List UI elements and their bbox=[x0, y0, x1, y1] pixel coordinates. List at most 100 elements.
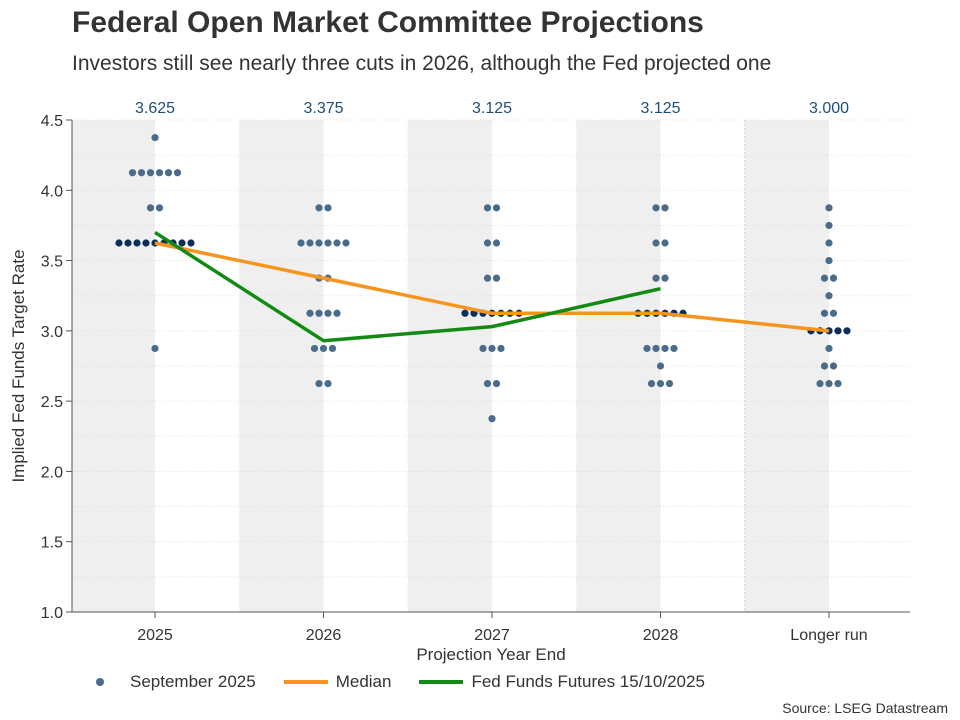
projection-dot bbox=[483, 204, 492, 212]
median-value-label: 3.375 bbox=[303, 100, 343, 117]
projection-dot bbox=[843, 327, 851, 335]
projection-dot bbox=[492, 239, 501, 247]
gridlines bbox=[72, 119, 910, 613]
projection-dot bbox=[483, 379, 492, 388]
projection-dot bbox=[324, 379, 332, 388]
projection-dot bbox=[315, 204, 323, 212]
projection-dot bbox=[488, 415, 496, 423]
projection-dot bbox=[652, 239, 660, 247]
legend-item-futures: Fed Funds Futures 15/10/2025 bbox=[419, 672, 705, 692]
x-tick-label: Longer run bbox=[790, 627, 867, 644]
projection-dot bbox=[342, 239, 350, 247]
projection-dot bbox=[479, 344, 487, 353]
projection-dot bbox=[315, 309, 323, 317]
projection-dot bbox=[834, 379, 842, 388]
shade-band-1 bbox=[239, 120, 324, 612]
projection-dot bbox=[483, 274, 492, 282]
x-tick-label: 2027 bbox=[474, 627, 510, 644]
x-tick-label: 2025 bbox=[137, 627, 173, 644]
projection-dot bbox=[324, 204, 332, 212]
median-value-label: 3.000 bbox=[809, 100, 849, 117]
projection-dot bbox=[328, 344, 337, 353]
projection-dot bbox=[825, 239, 833, 247]
projection-dot bbox=[829, 309, 838, 317]
projection-dot bbox=[829, 274, 838, 282]
projection-dot bbox=[137, 169, 146, 177]
projection-dot bbox=[310, 344, 319, 353]
projection-dot bbox=[187, 239, 195, 247]
projection-dot bbox=[670, 344, 678, 353]
chart-subtitle: Investors still see nearly three cuts in… bbox=[72, 52, 772, 75]
median-value-label: 3.125 bbox=[640, 100, 680, 117]
x-tick-label: 2028 bbox=[643, 627, 679, 644]
projection-dot bbox=[142, 239, 150, 247]
y-tick-label: 2.5 bbox=[41, 394, 63, 411]
projection-dot bbox=[497, 344, 505, 353]
projection-dot bbox=[652, 204, 660, 212]
projection-dot bbox=[315, 379, 323, 388]
projection-dot bbox=[661, 204, 669, 212]
projection-dot bbox=[488, 344, 496, 353]
projection-dot bbox=[173, 169, 182, 177]
projection-dot bbox=[461, 309, 469, 317]
legend-dot-marker bbox=[96, 678, 104, 686]
legend-item-dots: September 2025 bbox=[96, 672, 256, 692]
projection-dot bbox=[825, 379, 833, 388]
y-tick-label: 4.0 bbox=[41, 183, 63, 200]
projection-dot bbox=[820, 274, 829, 282]
median-value-label: 3.625 bbox=[135, 100, 175, 117]
projection-dot bbox=[324, 309, 332, 317]
legend-dots-label: September 2025 bbox=[130, 672, 256, 691]
projection-dot bbox=[115, 239, 123, 247]
legend-futures-label: Fed Funds Futures 15/10/2025 bbox=[471, 672, 705, 691]
x-tick-label: 2026 bbox=[306, 627, 342, 644]
projection-dot bbox=[306, 239, 314, 247]
projection-dot bbox=[492, 274, 501, 282]
projection-dot bbox=[333, 309, 341, 317]
projection-dot bbox=[146, 169, 155, 177]
projection-dot bbox=[306, 309, 314, 317]
projection-dot bbox=[483, 239, 492, 247]
legend-futures-line bbox=[419, 680, 464, 684]
projection-dot bbox=[829, 362, 838, 370]
axes: 1.0 1.5 2.0 2.5 3.0 3.5 4.0 4.5 2025 2026 2027 2028… bbox=[41, 113, 910, 644]
projection-dot bbox=[647, 379, 656, 388]
projection-dot bbox=[825, 221, 833, 230]
legend-median-line bbox=[283, 680, 328, 684]
projection-dot bbox=[151, 344, 159, 353]
projection-dot bbox=[652, 344, 660, 353]
median-value-label: 3.125 bbox=[472, 100, 512, 117]
projection-dot bbox=[324, 239, 332, 247]
projection-dot bbox=[825, 204, 833, 212]
projection-dot bbox=[643, 344, 651, 353]
series-lines bbox=[154, 230, 830, 343]
futures-line bbox=[154, 230, 661, 343]
projection-dot bbox=[155, 204, 164, 212]
y-tick-label: 3.0 bbox=[41, 324, 63, 341]
projection-dot bbox=[155, 169, 164, 177]
projection-dot bbox=[661, 274, 669, 282]
projection-dot bbox=[146, 204, 155, 212]
y-axis-label: Implied Fed Funds Target Rate bbox=[9, 249, 28, 482]
projection-dot bbox=[124, 239, 132, 247]
projection-dot bbox=[825, 344, 833, 353]
projection-dot bbox=[816, 379, 824, 388]
projection-dot bbox=[825, 256, 833, 265]
projection-dot bbox=[333, 239, 341, 247]
projection-dot bbox=[297, 239, 305, 247]
projection-dot bbox=[825, 292, 833, 300]
projection-dot bbox=[164, 169, 173, 177]
y-tick-label: 3.5 bbox=[41, 254, 63, 271]
projection-dot bbox=[656, 379, 665, 388]
x-axis-label: Projection Year End bbox=[416, 645, 565, 664]
projection-dot bbox=[492, 379, 501, 388]
projection-dot bbox=[652, 274, 660, 282]
source-note: Source: LSEG Datastream bbox=[782, 700, 948, 716]
projection-dot bbox=[178, 239, 186, 247]
projection-dot bbox=[315, 239, 323, 247]
projection-dot bbox=[820, 362, 829, 370]
median-value-labels: 3.625 3.375 3.125 3.125 3.000 bbox=[135, 100, 849, 117]
projection-dot bbox=[661, 344, 669, 353]
legend-item-median: Median bbox=[283, 672, 391, 692]
